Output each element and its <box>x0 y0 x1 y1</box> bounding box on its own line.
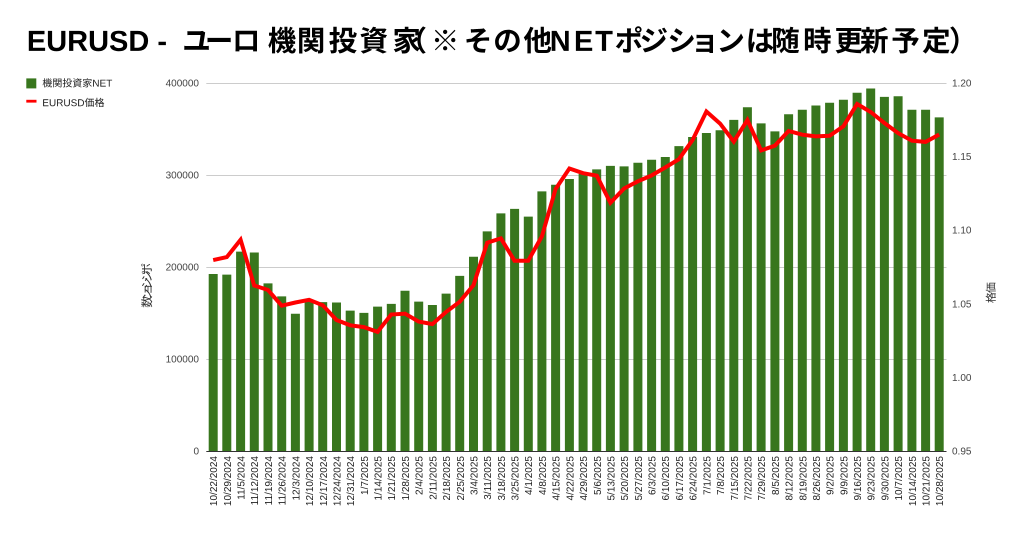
svg-text:4/1/2025: 4/1/2025 <box>524 456 535 495</box>
svg-text:10/21/2025: 10/21/2025 <box>922 456 933 506</box>
svg-text:6/10/2025: 6/10/2025 <box>661 456 672 501</box>
svg-text:12/24/2024: 12/24/2024 <box>333 456 344 506</box>
svg-text:200000: 200000 <box>166 263 200 274</box>
svg-text:4/29/2025: 4/29/2025 <box>579 456 590 501</box>
svg-text:300000: 300000 <box>166 171 200 182</box>
svg-text:11/5/2024: 11/5/2024 <box>237 456 248 500</box>
svg-text:1.05: 1.05 <box>952 299 972 310</box>
svg-text:12/31/2024: 12/31/2024 <box>346 456 357 506</box>
svg-text:2/11/2025: 2/11/2025 <box>428 456 439 500</box>
svg-text:10/7/2025: 10/7/2025 <box>894 456 905 501</box>
svg-text:2/18/2025: 2/18/2025 <box>442 456 453 501</box>
svg-text:4/8/2025: 4/8/2025 <box>538 456 549 495</box>
svg-text:12/3/2024: 12/3/2024 <box>291 456 302 501</box>
svg-text:1.20: 1.20 <box>952 79 972 90</box>
svg-text:6/17/2025: 6/17/2025 <box>675 456 686 501</box>
svg-text:8/19/2025: 8/19/2025 <box>798 456 809 501</box>
svg-text:6/24/2025: 6/24/2025 <box>689 456 700 501</box>
svg-text:1/7/2025: 1/7/2025 <box>360 456 371 495</box>
svg-text:9/16/2025: 9/16/2025 <box>853 456 864 501</box>
svg-text:11/26/2024: 11/26/2024 <box>278 456 289 506</box>
svg-text:7/29/2025: 7/29/2025 <box>757 456 768 501</box>
svg-text:8/5/2025: 8/5/2025 <box>771 456 782 495</box>
svg-text:2/25/2025: 2/25/2025 <box>456 456 467 501</box>
svg-text:7/15/2025: 7/15/2025 <box>730 456 741 501</box>
svg-text:8/12/2025: 8/12/2025 <box>785 456 796 501</box>
svg-text:7/8/2025: 7/8/2025 <box>716 456 727 495</box>
svg-text:1/14/2025: 1/14/2025 <box>374 456 385 501</box>
svg-text:1.10: 1.10 <box>952 226 972 237</box>
svg-text:11/19/2024: 11/19/2024 <box>264 456 275 506</box>
svg-text:9/2/2025: 9/2/2025 <box>826 456 837 495</box>
svg-text:11/12/2024: 11/12/2024 <box>250 456 261 506</box>
svg-text:4/15/2025: 4/15/2025 <box>552 456 563 501</box>
svg-text:4/22/2025: 4/22/2025 <box>565 456 576 501</box>
svg-text:1.00: 1.00 <box>952 373 972 384</box>
svg-text:12/10/2024: 12/10/2024 <box>305 456 316 506</box>
svg-text:3/18/2025: 3/18/2025 <box>497 456 508 501</box>
svg-text:12/17/2024: 12/17/2024 <box>319 456 330 506</box>
svg-text:9/23/2025: 9/23/2025 <box>867 456 878 501</box>
svg-text:8/26/2025: 8/26/2025 <box>812 456 823 501</box>
svg-text:5/20/2025: 5/20/2025 <box>620 456 631 501</box>
svg-text:5/27/2025: 5/27/2025 <box>634 456 645 501</box>
svg-text:100000: 100000 <box>166 355 200 366</box>
svg-text:10/14/2025: 10/14/2025 <box>908 456 919 506</box>
svg-text:6/3/2025: 6/3/2025 <box>648 456 659 495</box>
svg-text:1.15: 1.15 <box>952 152 972 163</box>
svg-text:1/28/2025: 1/28/2025 <box>401 456 412 501</box>
svg-text:7/22/2025: 7/22/2025 <box>743 456 754 501</box>
svg-text:400000: 400000 <box>166 79 200 90</box>
svg-text:3/25/2025: 3/25/2025 <box>511 456 522 501</box>
svg-text:5/6/2025: 5/6/2025 <box>593 456 604 495</box>
svg-text:0: 0 <box>193 447 199 458</box>
svg-text:9/30/2025: 9/30/2025 <box>880 456 891 501</box>
svg-text:5/13/2025: 5/13/2025 <box>606 456 617 501</box>
svg-text:2/4/2025: 2/4/2025 <box>415 456 426 495</box>
svg-text:3/4/2025: 3/4/2025 <box>470 456 481 495</box>
svg-text:10/29/2024: 10/29/2024 <box>223 456 234 506</box>
svg-text:7/1/2025: 7/1/2025 <box>702 456 713 495</box>
svg-text:9/9/2025: 9/9/2025 <box>839 456 850 495</box>
svg-text:10/28/2025: 10/28/2025 <box>935 456 946 506</box>
svg-text:10/22/2024: 10/22/2024 <box>209 456 220 506</box>
svg-text:1/21/2025: 1/21/2025 <box>387 456 398 501</box>
svg-text:3/11/2025: 3/11/2025 <box>483 456 494 500</box>
svg-text:0.95: 0.95 <box>952 447 972 458</box>
